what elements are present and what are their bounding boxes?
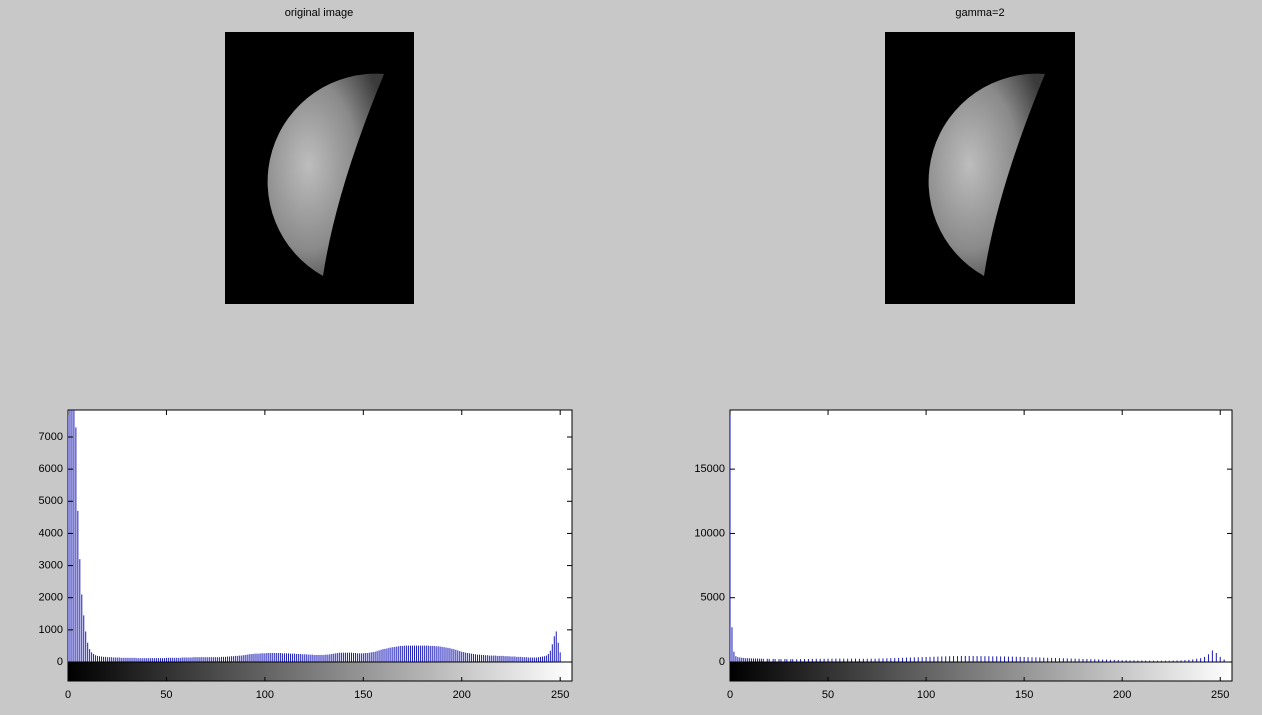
histogram: 0 5000 10000 15000 0 50 100 150 200 250	[694, 409, 1233, 701]
x-tick-label: 50	[822, 689, 834, 701]
y-tick-label: 6000	[39, 463, 63, 475]
x-tick-label: 0	[727, 689, 733, 701]
x-tick-label: 250	[551, 689, 569, 701]
image-panel: gamma=2	[885, 7, 1075, 304]
y-tick-label: 0	[719, 656, 725, 668]
image-title: gamma=2	[955, 7, 1004, 19]
x-tick-label: 100	[917, 689, 935, 701]
moon	[928, 73, 1045, 276]
y-tick-label: 1000	[39, 624, 63, 636]
y-tick-label: 2000	[39, 592, 63, 604]
colorbar	[67, 661, 573, 682]
y-tick-label: 3000	[39, 559, 63, 571]
image-title: original image	[285, 7, 353, 19]
y-tick-label: 10000	[694, 527, 725, 539]
y-tick-label: 4000	[39, 527, 63, 539]
x-tick-label: 250	[1211, 689, 1229, 701]
y-tick-label: 5000	[701, 592, 725, 604]
y-tick-label: 0	[57, 656, 63, 668]
plot-area	[729, 409, 1233, 663]
x-tick-label: 200	[1113, 689, 1131, 701]
y-tick-label: 7000	[39, 431, 63, 443]
colorbar	[729, 661, 1233, 682]
stems	[68, 410, 561, 662]
moon	[267, 73, 384, 276]
x-tick-label: 100	[256, 689, 274, 701]
stems	[730, 410, 1225, 662]
x-tick-label: 200	[453, 689, 471, 701]
x-tick-label: 150	[354, 689, 372, 701]
image-panel: original image	[225, 7, 414, 304]
x-tick-label: 0	[65, 689, 71, 701]
y-tick-label: 5000	[39, 495, 63, 507]
plot-area	[67, 409, 573, 663]
y-tick-label: 15000	[694, 463, 725, 475]
histogram: 0 1000 2000 3000 4000 5000 6000 7000 0 50 100 150 20…	[39, 409, 573, 701]
x-tick-label: 50	[160, 689, 172, 701]
x-tick-label: 150	[1015, 689, 1033, 701]
